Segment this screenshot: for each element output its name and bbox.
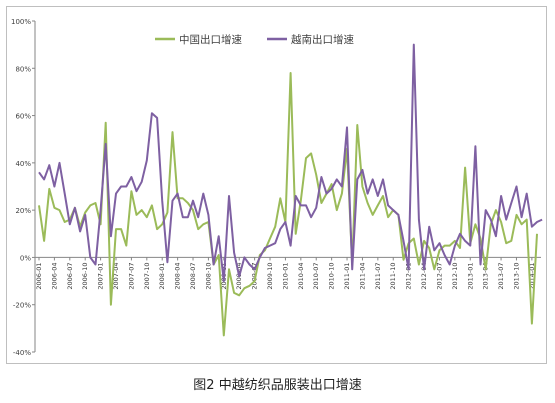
y-tick-label: -40% [13,349,31,357]
x-tick-label: 2011-07 [374,262,382,289]
line-chart: -40% -20% 0% 20% 40% 60% 80% 100% 2006-01 2006-04… [11,18,543,357]
x-tick-label: 2006-07 [66,262,74,289]
x-tick-label: 2007-01 [97,262,105,289]
y-tick-label: 40% [15,160,31,168]
x-tick-label: 2011-01 [343,262,351,289]
x-tick-label: 2006-01 [35,262,43,289]
legend-label: 中国出口增速 [179,33,242,46]
x-tick-label: 2014-01 [528,262,536,289]
legend-label: 越南出口增速 [291,33,354,46]
x-tick-label: 2010-01 [281,262,289,289]
x-tick-label: 2008-10 [204,262,212,289]
x-tick-label: 2013-01 [466,262,474,289]
x-tick-label: 2010-04 [297,262,305,289]
legend: 中国出口增速 越南出口增速 [155,33,354,46]
x-tick-label: 2008-01 [158,262,166,289]
x-tick-label: 2010-07 [312,262,320,289]
y-tick-label: 20% [15,207,31,215]
chart-caption: 图2 中越纺织品服装出口增速 [193,378,362,393]
x-tick-label: 2012-01 [405,262,413,289]
x-tick-label: 2007-07 [127,262,135,289]
x-tick-label: 2010-10 [328,262,336,289]
x-tick-label: 2012-10 [451,262,459,289]
series-line-china [38,72,538,337]
y-tick-label: -20% [13,302,31,310]
y-tick-label: 100% [11,18,31,26]
series-line-vietnam [38,43,543,283]
x-tick-label: 2013-10 [512,262,520,289]
x-tick-label: 2008-07 [189,262,197,289]
y-tick-label: 60% [15,113,31,121]
x-tick-label: 2012-04 [420,262,428,289]
x-tick-label: 2013-07 [497,262,505,289]
chart-frame: -40% -20% 0% 20% 40% 60% 80% 100% 2006-01 2006-04… [6,6,547,364]
x-tick-label: 2007-10 [143,262,151,289]
y-tick-label: 0% [20,254,31,262]
x-tick-label: 2009-10 [266,262,274,289]
y-tick-label: 80% [15,65,31,73]
x-tick-label: 2012-07 [435,262,443,289]
x-tick-label: 2008-04 [174,262,182,289]
x-tick-label: 2011-04 [358,262,366,289]
x-tick-label: 2013-04 [482,262,490,289]
x-tick-label: 2006-10 [81,262,89,289]
x-tick-label: 2006-04 [50,262,58,289]
x-tick-label: 2011-10 [389,262,397,289]
x-tick-label: 2007-04 [112,262,120,289]
